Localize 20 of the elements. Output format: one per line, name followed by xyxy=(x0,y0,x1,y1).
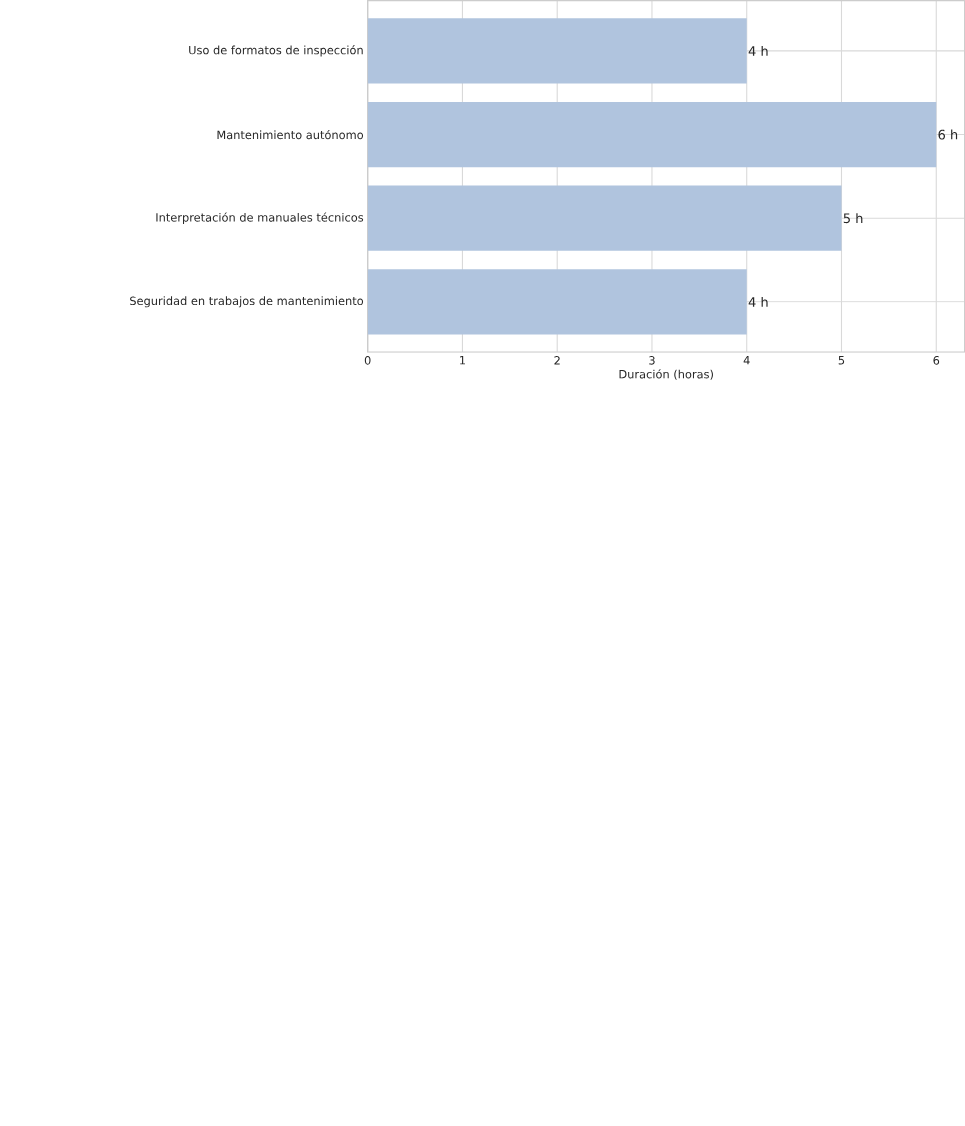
y-tick-label: Seguridad en trabajos de mantenimiento xyxy=(129,296,363,308)
y-tick-label: Mantenimiento autónomo xyxy=(217,129,363,140)
x-tick-label: 5 xyxy=(838,356,844,365)
bar xyxy=(367,185,842,251)
x-axis-title: Duración (horas) xyxy=(619,369,713,380)
bar xyxy=(367,101,937,168)
x-tick-label: 1 xyxy=(459,356,465,365)
bar xyxy=(367,18,747,84)
bar xyxy=(367,269,747,335)
y-tick-label: Interpretación de manuales técnicos xyxy=(156,212,363,224)
data-label: 6 h xyxy=(938,129,957,140)
data-label: 4 h xyxy=(748,45,768,56)
x-tick-label: 3 xyxy=(649,356,655,365)
y-tick-label: Uso de formatos de inspección xyxy=(189,45,363,57)
x-tick-label: 4 xyxy=(743,356,750,365)
x-tick-label: 0 xyxy=(364,356,371,365)
x-tick-label: 2 xyxy=(554,356,560,365)
x-tick-label: 6 xyxy=(933,356,939,365)
data-label: 5 h xyxy=(843,213,863,224)
data-label: 4 h xyxy=(748,296,768,307)
